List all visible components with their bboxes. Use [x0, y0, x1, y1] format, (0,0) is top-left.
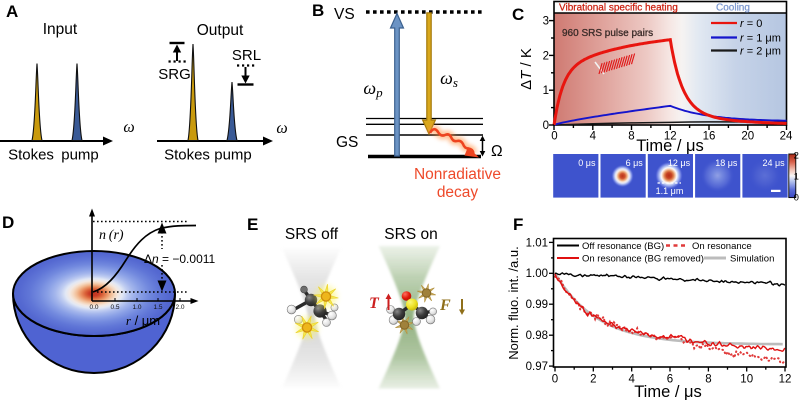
svg-text:GS: GS	[336, 134, 358, 151]
svg-text:12: 12	[779, 374, 792, 386]
svg-text:1.00: 1.00	[526, 268, 548, 280]
svg-text:20: 20	[741, 131, 754, 143]
svg-text:0.0: 0.0	[89, 304, 98, 311]
svg-text:Stokes: Stokes	[164, 147, 210, 164]
svg-text:r = 1 μm: r = 1 μm	[740, 33, 781, 45]
svg-text:18 μs: 18 μs	[715, 158, 738, 168]
svg-text:T: T	[369, 295, 380, 312]
svg-text:0: 0	[794, 193, 799, 204]
svg-text:Input: Input	[43, 21, 78, 38]
svg-text:6 μs: 6 μs	[626, 158, 644, 168]
svg-text:16: 16	[703, 131, 716, 143]
svg-text:SRL: SRL	[232, 47, 261, 64]
svg-text:pump: pump	[61, 147, 99, 164]
svg-text:F: F	[513, 215, 523, 234]
svg-text:3: 3	[543, 16, 549, 28]
svg-text:ωp: ωp	[363, 78, 383, 100]
svg-text:Vibrational specific heating: Vibrational specific heating	[559, 3, 678, 14]
svg-text:0.97: 0.97	[526, 361, 548, 373]
svg-text:Time / μs: Time / μs	[634, 383, 702, 401]
svg-text:4: 4	[628, 374, 635, 386]
svg-text:Off resonance (BG): Off resonance (BG)	[582, 241, 664, 252]
svg-text:Time / μs: Time / μs	[636, 137, 704, 155]
svg-text:Ω: Ω	[491, 143, 503, 160]
svg-text:0.99: 0.99	[526, 299, 548, 311]
svg-text:4: 4	[590, 131, 597, 143]
svg-text:Norm. fluo. int. /a.u.: Norm. fluo. int. /a.u.	[506, 246, 521, 359]
svg-text:8: 8	[705, 374, 711, 386]
svg-text:12: 12	[664, 131, 677, 143]
svg-text:10: 10	[740, 374, 753, 386]
svg-text:24 μs: 24 μs	[762, 158, 785, 168]
svg-text:12 μs: 12 μs	[668, 158, 691, 168]
svg-text:0: 0	[551, 131, 557, 143]
svg-text:1.01: 1.01	[526, 237, 548, 249]
svg-text:SRG: SRG	[158, 66, 191, 83]
svg-text:0: 0	[552, 374, 558, 386]
svg-text:2: 2	[590, 374, 596, 386]
svg-text:1: 1	[543, 85, 549, 97]
svg-text:r = 0: r = 0	[740, 18, 762, 30]
svg-text:VS: VS	[334, 6, 355, 23]
svg-text:pump: pump	[214, 147, 252, 164]
svg-text:Stokes: Stokes	[8, 147, 54, 164]
svg-text:0.98: 0.98	[526, 330, 548, 342]
svg-text:24: 24	[780, 131, 793, 143]
svg-text:2: 2	[794, 151, 799, 162]
svg-text:1: 1	[794, 172, 799, 183]
svg-text:SRS off: SRS off	[285, 226, 339, 243]
svg-text:1.1 μm: 1.1 μm	[656, 186, 684, 196]
svg-text:B: B	[312, 1, 324, 20]
svg-text:Output: Output	[197, 22, 244, 39]
svg-text:Cooling: Cooling	[716, 3, 750, 14]
svg-text:0: 0	[543, 120, 549, 132]
svg-text:ω: ω	[276, 120, 287, 137]
svg-text:r / μm: r / μm	[126, 313, 160, 328]
svg-text:F: F	[439, 297, 451, 314]
svg-text:2: 2	[543, 50, 549, 62]
svg-text:On resonance (BG removed): On resonance (BG removed)	[582, 254, 704, 265]
svg-text:On resonance: On resonance	[692, 241, 752, 252]
svg-text:1.0: 1.0	[132, 304, 141, 311]
svg-text:960 SRS pulse pairs: 960 SRS pulse pairs	[562, 28, 653, 39]
svg-text:Simulation: Simulation	[730, 254, 774, 265]
svg-text:0 μs: 0 μs	[578, 158, 596, 168]
svg-text:A: A	[6, 2, 18, 21]
svg-text:Δn = −0.0011: Δn = −0.0011	[144, 252, 216, 266]
svg-text:2.0: 2.0	[175, 304, 184, 311]
svg-text:SRS on: SRS on	[384, 226, 437, 243]
svg-text:E: E	[247, 215, 258, 234]
svg-text:6: 6	[667, 374, 673, 386]
svg-text:r = 2 μm: r = 2 μm	[740, 46, 781, 58]
svg-text:ω: ω	[123, 119, 134, 136]
svg-text:decay: decay	[437, 184, 479, 201]
svg-text:ΔT / K: ΔT / K	[518, 48, 535, 90]
svg-text:D: D	[2, 213, 14, 232]
svg-text:8: 8	[628, 131, 634, 143]
svg-text:ωs: ωs	[440, 68, 458, 90]
svg-text:n (r): n (r)	[99, 228, 124, 243]
svg-text:1.5: 1.5	[153, 304, 162, 311]
svg-text:0.5: 0.5	[110, 304, 119, 311]
svg-text:C: C	[512, 5, 524, 24]
svg-text:Nonradiative: Nonradiative	[414, 166, 501, 183]
